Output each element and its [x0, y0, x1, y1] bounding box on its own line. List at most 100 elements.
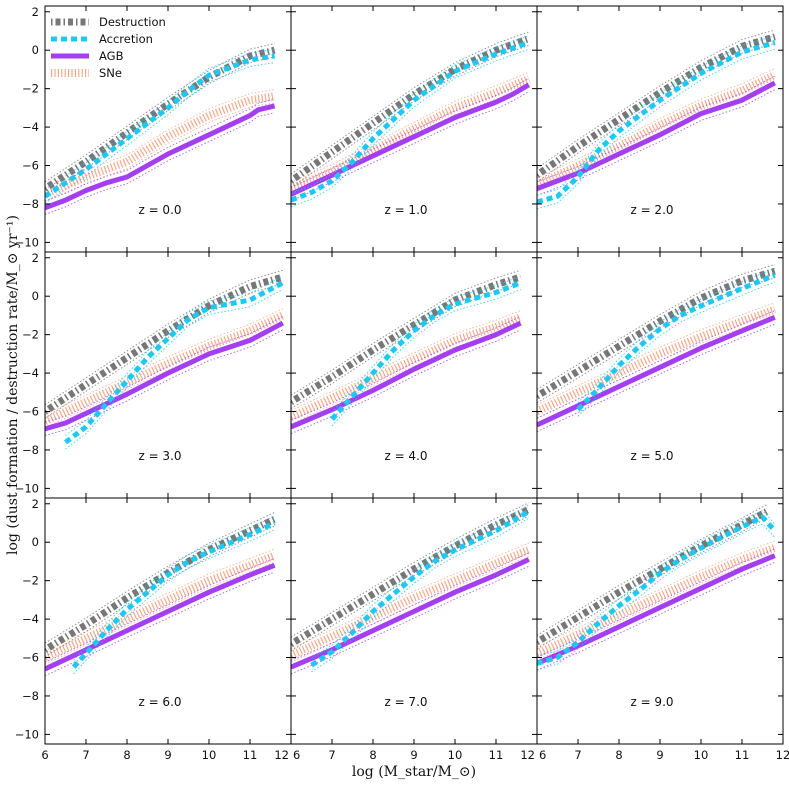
agb-envelope-upper — [45, 98, 275, 202]
destruction-envelope-upper — [291, 31, 529, 175]
accretion-envelope-lower — [45, 62, 275, 204]
destruction-series-line — [291, 273, 522, 405]
y-tick-label: 0 — [32, 289, 39, 303]
agb-envelope-lower — [45, 329, 284, 436]
agb-envelope-lower — [291, 329, 521, 435]
x-tick-label: 10 — [202, 748, 217, 762]
destruction-envelope-lower — [291, 515, 530, 652]
y-tick-label: −8 — [22, 443, 39, 457]
accretion-series-line — [71, 520, 276, 669]
destruction-envelope-upper — [537, 264, 775, 390]
accretion-envelope-upper — [537, 35, 775, 196]
plot-area — [291, 502, 531, 675]
destruction-envelope-lower — [291, 44, 529, 189]
destruction-envelope-lower — [45, 56, 275, 196]
x-tick-label: 10 — [448, 748, 463, 762]
plot-area — [45, 269, 285, 450]
redshift-label: z = 4.0 — [384, 449, 427, 463]
y-tick-label: −4 — [22, 612, 39, 626]
destruction-series-line — [291, 506, 531, 648]
redshift-label: z = 0.0 — [138, 203, 181, 217]
sne-legend-label: SNe — [99, 66, 122, 80]
panel-4: 2 0 −2 −4 −6 −8 −10 z = 3.0 — [15, 251, 292, 499]
x-tick-label: 12 — [520, 748, 535, 762]
redshift-label: z = 7.0 — [384, 695, 427, 709]
sne-series-line — [45, 551, 277, 662]
y-tick-label: −8 — [22, 689, 39, 703]
agb-envelope-upper — [291, 315, 521, 421]
sne-envelope-upper — [45, 548, 275, 652]
agb-series-line — [45, 562, 276, 672]
agb-series-line — [537, 80, 776, 191]
sne-series-line — [291, 546, 531, 660]
agb-series-line — [45, 103, 276, 211]
sne-envelope-upper — [45, 308, 284, 415]
x-tick-label: 6 — [293, 748, 300, 762]
accretion-envelope-upper — [537, 509, 776, 658]
sne-series-line — [537, 305, 777, 416]
panel-grid: 2 0 −2 −4 −6 −8 −10 z = 0.0 z = 1.0 z = 2.0 2 0 −2 −4… — [15, 5, 789, 762]
plot-area — [537, 504, 777, 671]
x-axis-label: log (M_star/M_⊙) — [352, 764, 476, 780]
x-tick-label: 11 — [735, 748, 750, 762]
y-tick-label: −2 — [22, 82, 39, 96]
sne-envelope-upper — [291, 71, 529, 183]
x-tick-label: 9 — [410, 748, 417, 762]
destruction-series-line — [537, 267, 776, 400]
legend: Destruction Accretion AGB SNe — [51, 15, 166, 80]
accretion-series-line — [63, 280, 284, 445]
plot-area — [537, 29, 777, 210]
accretion-series-line — [330, 280, 522, 421]
x-tick-label: 8 — [369, 748, 376, 762]
accretion-envelope-upper — [45, 48, 275, 190]
plot-area — [45, 43, 276, 215]
redshift-label: z = 2.0 — [630, 203, 673, 217]
destruction-legend-label: Destruction — [99, 15, 166, 29]
y-tick-label: −6 — [22, 405, 39, 419]
y-tick-label: −4 — [22, 366, 39, 380]
y-tick-label: −2 — [22, 574, 39, 588]
sne-envelope-lower — [291, 556, 529, 663]
agb-legend-label: AGB — [99, 49, 124, 63]
sne-envelope-upper — [291, 542, 529, 650]
accretion-envelope-upper — [577, 267, 775, 404]
x-tick-label: 12 — [274, 748, 289, 762]
agb-envelope-upper — [537, 75, 776, 183]
x-tick-label: 11 — [489, 748, 504, 762]
redshift-label: z = 5.0 — [630, 449, 673, 463]
sne-envelope-upper — [537, 302, 775, 406]
plot-area — [45, 511, 277, 677]
x-tick-label: 8 — [615, 748, 622, 762]
accretion-series-line — [45, 53, 275, 199]
y-tick-label: −10 — [15, 481, 39, 495]
destruction-envelope-upper — [45, 269, 283, 406]
destruction-series-line — [537, 33, 776, 178]
panel-3: z = 2.0 — [536, 5, 784, 253]
agb-envelope-lower — [45, 112, 275, 215]
y-tick-label: 0 — [32, 43, 39, 57]
x-tick-label: 7 — [328, 748, 335, 762]
agb-envelope-lower — [291, 565, 530, 675]
sne-series-line — [291, 75, 531, 193]
y-tick-label: −10 — [15, 727, 39, 741]
y-tick-label: −4 — [22, 120, 39, 134]
agb-envelope-upper — [291, 77, 530, 189]
sne-series-line — [45, 92, 276, 198]
accretion-series-line — [310, 509, 531, 668]
y-tick-label: −8 — [22, 197, 39, 211]
y-tick-label: −6 — [22, 159, 39, 173]
plot-area — [291, 269, 523, 435]
y-tick-label: 0 — [32, 535, 39, 549]
plot-area — [537, 264, 777, 433]
agb-series-line — [537, 314, 776, 428]
y-tick-label: 2 — [32, 5, 39, 19]
accretion-legend-label: Accretion — [99, 32, 153, 46]
agb-series-line — [537, 553, 776, 666]
x-tick-label: 7 — [574, 748, 581, 762]
accretion-envelope-lower — [537, 48, 775, 210]
x-tick-label: 10 — [694, 748, 709, 762]
redshift-label: z = 9.0 — [630, 695, 673, 709]
sne-envelope-lower — [45, 561, 275, 665]
x-tick-label: 9 — [164, 748, 171, 762]
destruction-envelope-lower — [45, 283, 283, 419]
